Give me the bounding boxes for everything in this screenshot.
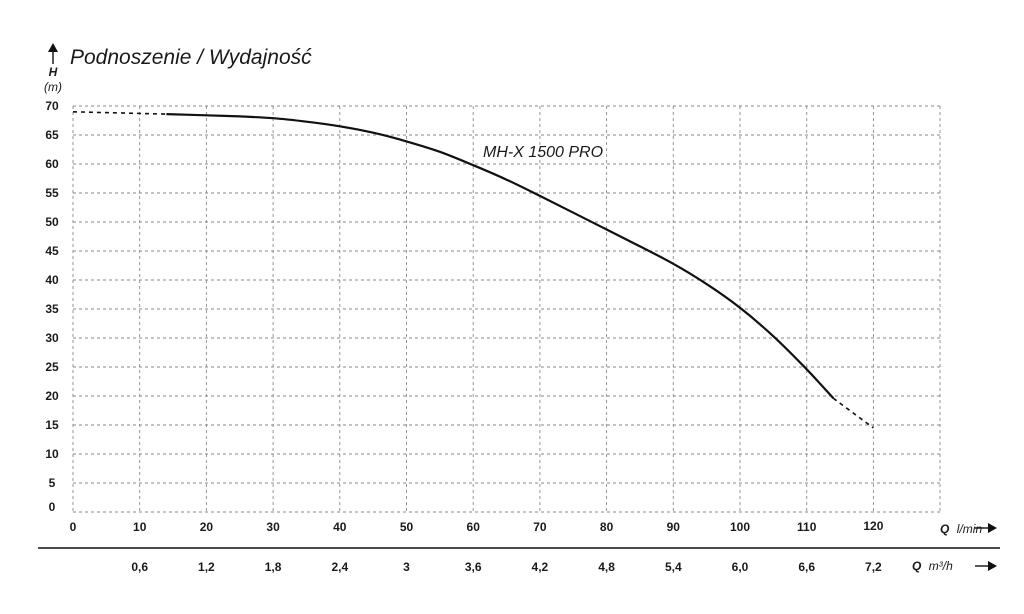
- x2-tick-label: 4,2: [532, 560, 549, 574]
- y-tick-label: 30: [45, 331, 59, 345]
- y-tick-label: 60: [45, 157, 59, 171]
- y-tick-label: 25: [45, 360, 59, 374]
- chart-title: Podnoszenie / Wydajność: [70, 46, 312, 69]
- y-tick-label: 5: [49, 476, 56, 490]
- x-tick-label: 20: [200, 520, 214, 534]
- x-axis-name: Q l/min: [940, 520, 982, 537]
- x-tick-label: 30: [266, 520, 280, 534]
- x-tick-label: 40: [333, 520, 347, 534]
- x-tick-label: 80: [600, 520, 614, 534]
- series-lines: [72, 111, 874, 429]
- x2-tick-label: 6,0: [732, 560, 749, 574]
- y-tick-label: 10: [45, 447, 59, 461]
- series-label: MH-X 1500 PRO: [483, 144, 603, 161]
- y-tick-label: 40: [45, 273, 59, 287]
- x2-tick-label: 7,2: [865, 560, 882, 574]
- x2-tick-label: 1,8: [265, 560, 282, 574]
- x-tick-label: 0: [70, 520, 77, 534]
- y-tick-label: 45: [45, 244, 59, 258]
- x-axis-arrow-head: [988, 523, 997, 533]
- y-tick-label: 50: [45, 215, 59, 229]
- x2-tick-label: 3,6: [465, 560, 482, 574]
- x2-axis-name: Q m³/h: [912, 557, 953, 574]
- x2-axis-label: Q: [912, 559, 922, 573]
- y-axis-arrow-head: [48, 43, 58, 52]
- x2-axis-unit: m³/h: [929, 559, 953, 573]
- x-tick-label: 110: [797, 520, 817, 534]
- x-tick-labels: 0 10 20 30 40 50 60 70 80 90 100 110 120: [70, 519, 884, 534]
- y-tick-label: 0: [49, 500, 56, 514]
- series-extrapolated-line: [72, 111, 167, 115]
- x-tick-label: 100: [730, 520, 750, 534]
- x-tick-label: 10: [133, 520, 147, 534]
- x-tick-label: 60: [467, 520, 481, 534]
- y-tick-label: 55: [45, 186, 59, 200]
- series-extrapolated-line: [832, 397, 874, 429]
- x-tick-label: 120: [863, 519, 883, 533]
- grid: [72, 105, 941, 513]
- y-tick-label: 20: [45, 389, 59, 403]
- x2-axis-arrow-head: [988, 561, 997, 571]
- x2-tick-label: 2,4: [331, 560, 348, 574]
- x2-tick-label: 3: [403, 560, 410, 574]
- x2-tick-label: 5,4: [665, 560, 682, 574]
- x2-tick-label: 0,6: [131, 560, 148, 574]
- x-axis-unit: l/min: [957, 522, 983, 536]
- y-tick-label: 65: [45, 128, 59, 142]
- x2-tick-label: 4,8: [598, 560, 615, 574]
- series-line: [166, 113, 835, 400]
- x2-tick-label: 1,2: [198, 560, 215, 574]
- x-axis-label: Q: [940, 522, 950, 536]
- y-tick-label: 15: [45, 418, 59, 432]
- y-axis-unit: (m): [44, 80, 62, 94]
- x2-tick-label: 6,6: [798, 560, 815, 574]
- x-tick-label: 90: [667, 520, 681, 534]
- y-tick-label: 35: [45, 302, 59, 316]
- y-axis-label: H: [49, 65, 58, 79]
- x-tick-label: 50: [400, 520, 414, 534]
- x2-tick-labels: 0,6 1,2 1,8 2,4 3 3,6 4,2 4,8 5,4 6,0 6,6 7,2: [131, 560, 882, 574]
- x-tick-label: 70: [533, 520, 547, 534]
- y-tick-label: 70: [45, 99, 59, 113]
